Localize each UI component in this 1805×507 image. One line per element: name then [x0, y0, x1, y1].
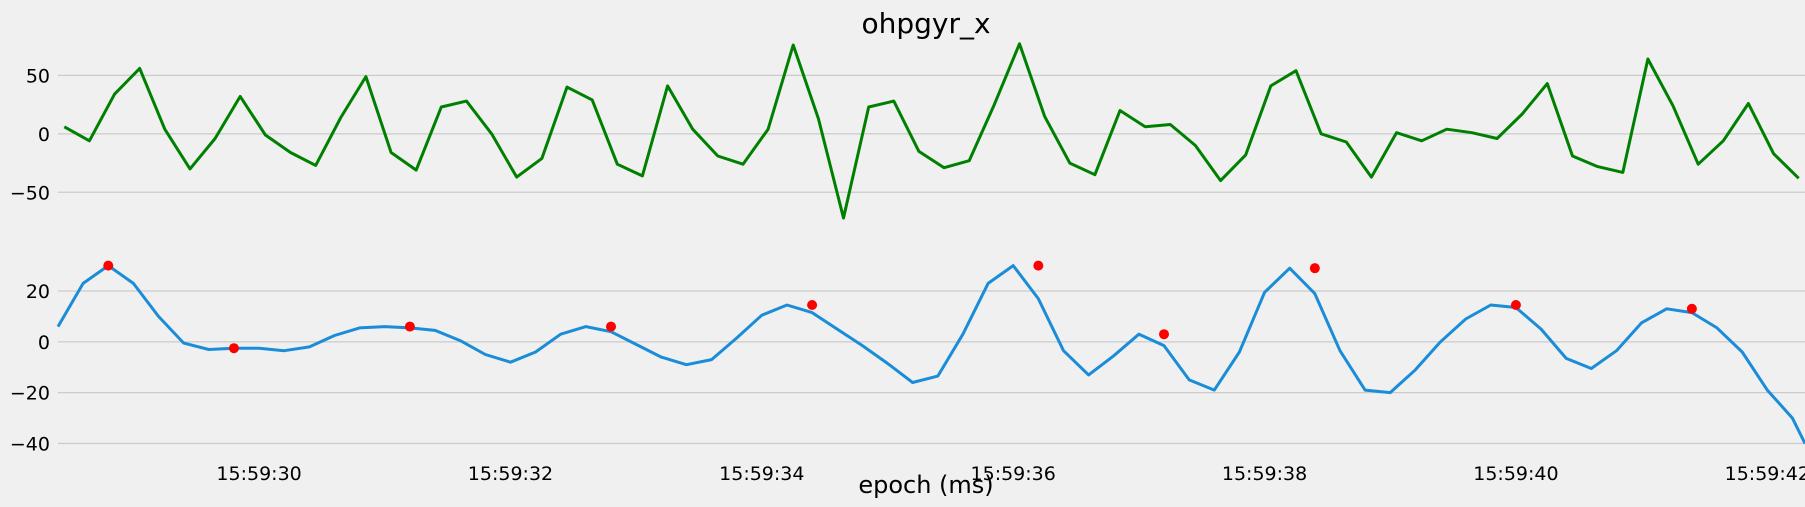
chart-title: ohpgyr_x: [861, 7, 990, 40]
peak-marker: [807, 300, 818, 310]
bottom-panel-y-ticks: 20 0 −20 −40: [10, 281, 50, 455]
x-tick-label: 15:59:30: [216, 463, 301, 485]
y-tick-label: −40: [10, 433, 50, 455]
peak-marker: [404, 321, 415, 332]
peak-marker: [1510, 300, 1521, 310]
peak-marker: [1159, 329, 1170, 340]
peak-marker: [228, 343, 239, 354]
peak-marker: [606, 321, 617, 332]
peak-marker: [1686, 303, 1697, 314]
top-panel-y-ticks: 50 0 −50: [10, 65, 50, 204]
y-tick-label: 50: [26, 65, 50, 87]
x-tick-label: 15:59:36: [971, 463, 1056, 485]
x-tick-label: 15:59:38: [1222, 463, 1307, 485]
x-tick-label: 15:59:34: [719, 463, 804, 485]
x-axis-label: epoch (ms): [858, 471, 993, 499]
top-panel-grid: [58, 74, 1805, 193]
bottom-panel-grid: [58, 290, 1805, 445]
x-tick-label: 15:59:42: [1725, 463, 1805, 485]
x-tick-label: 15:59:32: [468, 463, 553, 485]
y-tick-label: 0: [38, 332, 50, 354]
y-tick-label: −20: [10, 383, 50, 405]
x-tick-label: 15:59:40: [1473, 463, 1558, 485]
peak-marker: [103, 260, 114, 271]
x-tick-labels: 15:59:30 15:59:32 15:59:34 15:59:36 15:59:38…: [216, 463, 1805, 485]
bottom-series-line: [56, 264, 1805, 445]
bottom-peak-markers: [103, 260, 1697, 354]
y-tick-label: 0: [38, 124, 50, 146]
y-tick-label: −50: [10, 182, 50, 204]
y-tick-label: 20: [26, 281, 50, 303]
bottom-panel: 200−20−40 15:59:30 15:59:32 15:59:34 15:59:…: [10, 260, 1805, 485]
peak-marker: [1309, 263, 1320, 274]
top-series-line: [63, 42, 1800, 220]
peak-marker: [1033, 260, 1044, 271]
top-panel: 50 0 −50: [10, 42, 1805, 220]
